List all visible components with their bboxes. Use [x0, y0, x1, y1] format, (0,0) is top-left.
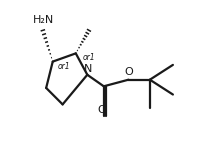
Text: or1: or1 [58, 62, 70, 71]
Text: H₂N: H₂N [33, 15, 54, 25]
Text: N: N [84, 64, 92, 74]
Text: O: O [98, 105, 106, 115]
Text: O: O [124, 67, 133, 77]
Text: or1: or1 [82, 53, 95, 62]
